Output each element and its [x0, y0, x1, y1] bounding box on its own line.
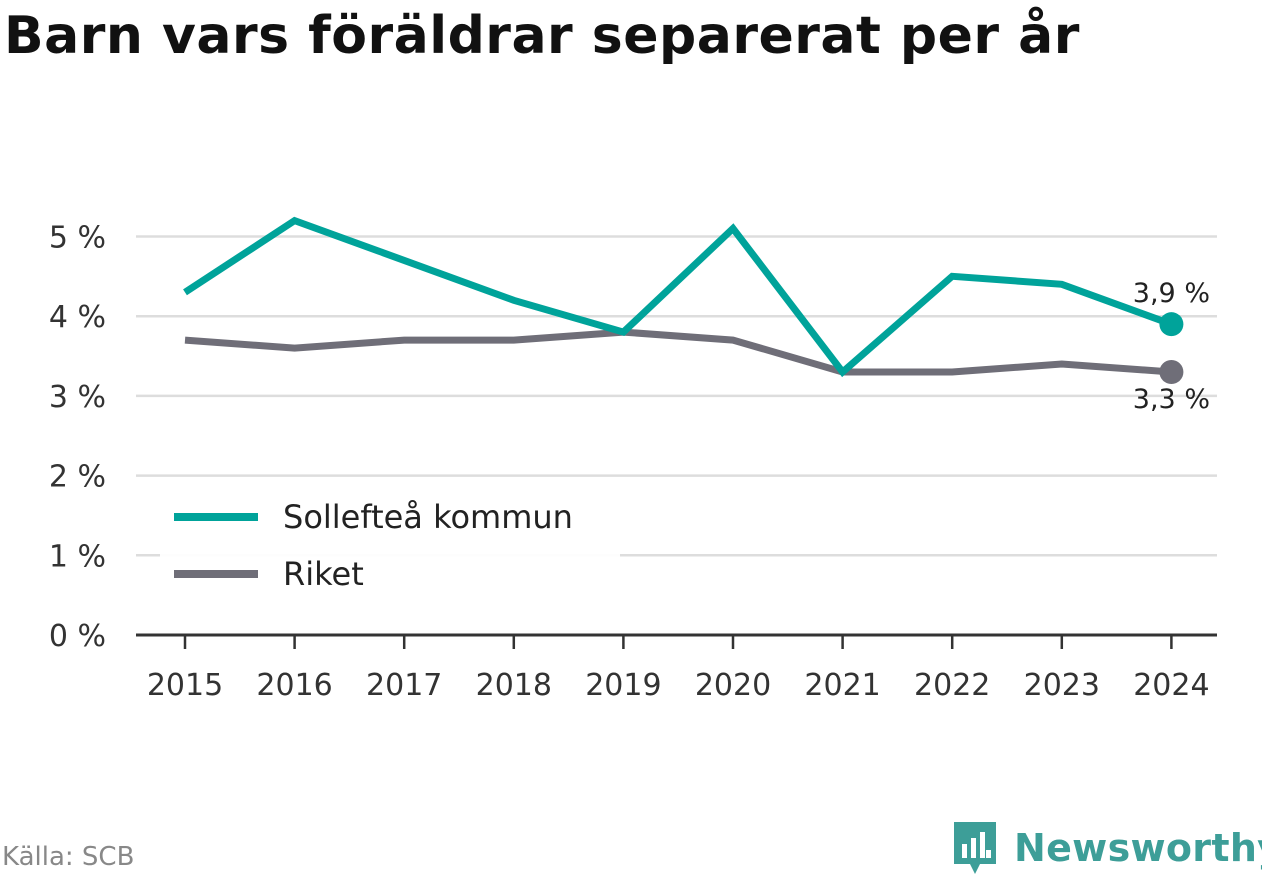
end-value-label: 3,9 % — [1133, 278, 1210, 309]
x-tick-label: 2024 — [1133, 668, 1209, 703]
x-tick-label: 2017 — [366, 668, 442, 703]
y-tick-label: 1 % — [49, 539, 106, 574]
end-markers: 3,3 % 3,9 % — [1133, 278, 1210, 415]
end-value-label: 3,3 % — [1133, 384, 1210, 415]
source-note: Källa: SCB — [2, 842, 135, 872]
chart-title: Barn vars föräldrar separerat per år — [4, 6, 1080, 66]
series-line — [183, 216, 1173, 378]
end-marker — [1159, 359, 1184, 384]
x-tick-label: 2015 — [147, 668, 223, 703]
legend: Sollefteå kommun Riket — [160, 486, 620, 598]
series-lines — [183, 216, 1173, 378]
x-tick-label: 2020 — [695, 668, 771, 703]
legend-label: Riket — [283, 555, 364, 593]
x-tick-label: 2023 — [1024, 668, 1100, 703]
newsworthy-logo-text: Newsworthy — [1014, 826, 1262, 870]
y-axis-ticks: 0 % 1 % 2 % 3 % 4 % 5 % — [49, 221, 106, 655]
x-axis-ticks: 2015 2016 2017 2018 2019 2020 2021 2022 2023 2024 — [147, 635, 1210, 703]
y-tick-label: 4 % — [49, 300, 106, 335]
x-tick-label: 2019 — [585, 668, 661, 703]
newsworthy-logo: Newsworthy — [950, 818, 1262, 878]
y-tick-label: 0 % — [49, 619, 106, 654]
y-tick-label: 5 % — [49, 221, 106, 256]
x-tick-label: 2021 — [804, 668, 880, 703]
legend-background — [160, 486, 620, 598]
end-marker — [1159, 312, 1184, 337]
series-line — [184, 328, 1172, 376]
x-tick-label: 2022 — [914, 668, 990, 703]
y-tick-label: 3 % — [49, 380, 106, 415]
x-tick-label: 2018 — [476, 668, 552, 703]
y-tick-label: 2 % — [49, 460, 106, 495]
newsworthy-logo-icon — [954, 822, 996, 874]
x-tick-label: 2016 — [256, 668, 332, 703]
legend-label: Sollefteå kommun — [283, 498, 573, 536]
